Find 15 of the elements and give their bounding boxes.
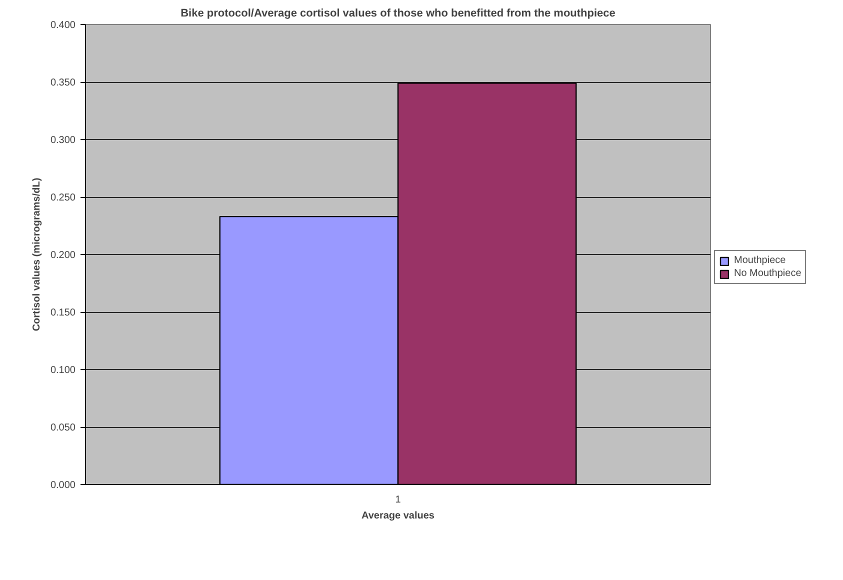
y-tick-label: 0.000 bbox=[50, 480, 76, 491]
y-tick-label: 0.200 bbox=[50, 250, 76, 261]
y-tick-label: 0.150 bbox=[50, 308, 76, 318]
y-tick-label: 0.250 bbox=[50, 192, 76, 204]
y-tick-label: 0.100 bbox=[50, 365, 76, 376]
x-axis-title: Average values bbox=[361, 510, 435, 522]
y-axis-title: Cortisol values (micrograms/dL) bbox=[31, 178, 42, 332]
x-tick-label: 1 bbox=[395, 494, 402, 506]
y-tick-label: 0.350 bbox=[50, 78, 76, 88]
y-tick-label: 0.400 bbox=[50, 20, 76, 31]
legend-label: Mouthpiece bbox=[734, 255, 786, 266]
legend-label: No Mouthpiece bbox=[734, 268, 802, 279]
y-tick-label: 0.300 bbox=[50, 135, 76, 146]
y-tick-label: 0.050 bbox=[50, 422, 76, 434]
chart-title: Bike protocol/Average cortisol values of those who benefitted from the mouthpiece bbox=[180, 8, 616, 20]
